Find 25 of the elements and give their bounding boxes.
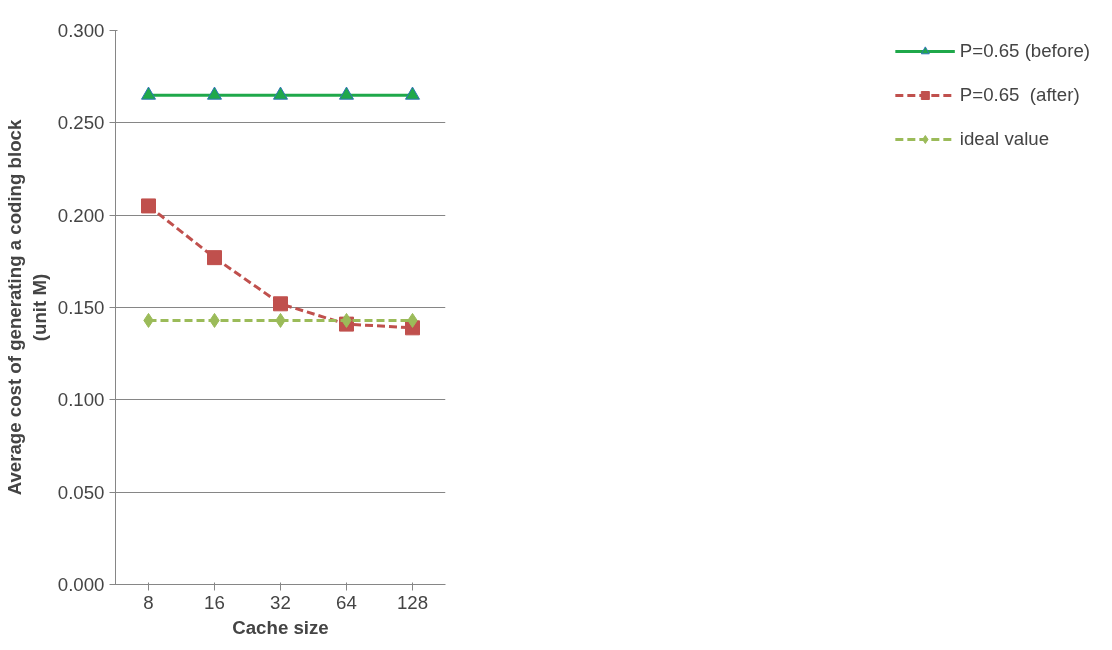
point	[339, 86, 354, 100]
x-tick-label: 32	[270, 591, 291, 613]
point	[273, 86, 288, 100]
legend-label: P=0.65 (before)	[959, 40, 1090, 62]
y-tick-label: 0.300	[57, 20, 105, 41]
legend-label: ideal value	[959, 128, 1050, 150]
point	[273, 296, 288, 312]
y-tick-label: 0.000	[57, 574, 105, 595]
point	[141, 198, 156, 214]
x-tick-label: 8	[143, 591, 154, 613]
x-axis-title: Cache size	[232, 616, 329, 638]
x-tick-label: 64	[336, 591, 357, 613]
y-tick-label: 0.050	[57, 481, 105, 503]
y-tick-label: 0.200	[57, 204, 105, 226]
x-tick-label: 16	[204, 591, 225, 613]
point	[405, 86, 420, 100]
point	[207, 250, 222, 266]
y-tick-label: 0.150	[57, 297, 105, 318]
y-tick-label: 0.100	[57, 389, 105, 411]
y-axis-title: Average cost of generating a coding block (unit M)	[3, 119, 50, 496]
point	[207, 86, 222, 100]
legend-label: P=0.65 (after)	[959, 84, 1080, 106]
x-tick-label: 128	[396, 591, 429, 613]
point	[141, 86, 156, 100]
y-tick-label: 0.250	[57, 112, 105, 134]
